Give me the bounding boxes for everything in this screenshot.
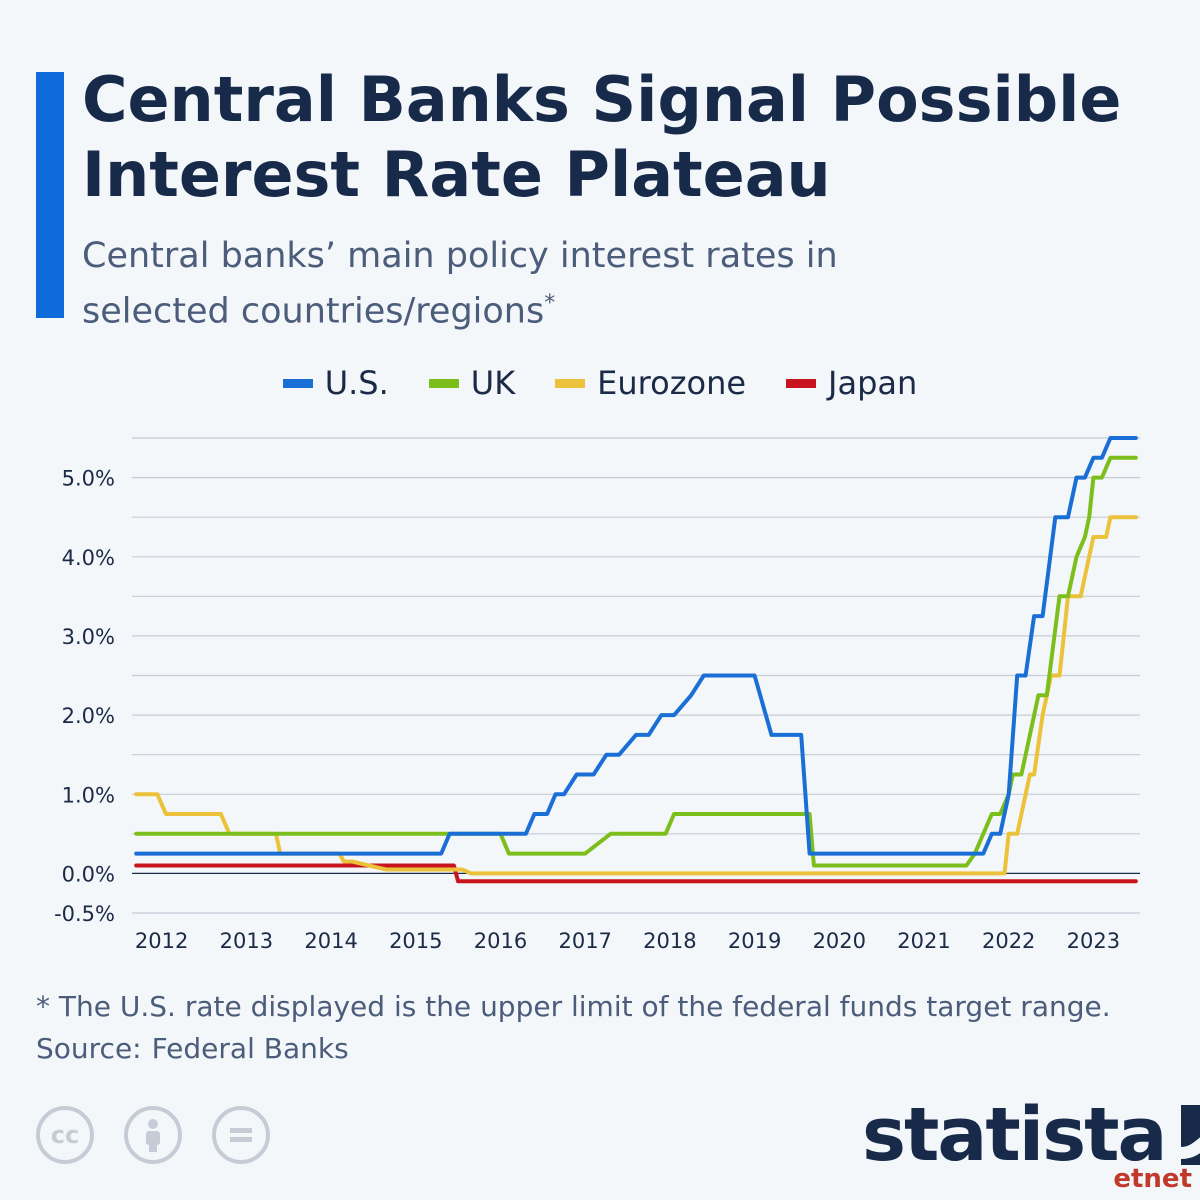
footnote: * The U.S. rate displayed is the upper l… [36, 990, 1111, 1023]
title-accent-bar [36, 72, 64, 318]
y-tick-label: 2.0% [62, 704, 115, 728]
legend-swatch-japan [786, 378, 817, 388]
x-tick-label: 2019 [728, 929, 781, 953]
legend-swatch-eurozone [555, 378, 586, 388]
chart-legend: U.S. UK Eurozone Japan [0, 360, 1200, 406]
etnet-watermark: etnet [1113, 1164, 1192, 1194]
x-tick-label: 2014 [304, 929, 357, 953]
x-tick-label: 2021 [897, 929, 950, 953]
legend-swatch-uk [428, 378, 459, 388]
license-icons: cc [36, 1106, 300, 1164]
legend-item-japan: Japan [786, 364, 917, 402]
source-value: Federal Banks [151, 1032, 349, 1065]
attribution-icon[interactable] [124, 1106, 182, 1164]
series-line-eurozone [134, 515, 1138, 876]
series-line-uk [134, 455, 1138, 868]
x-tick-label: 2015 [389, 929, 442, 953]
legend-label-us: U.S. [324, 364, 389, 402]
series-line-japan [134, 863, 1138, 884]
source-label: Source: [36, 1032, 142, 1065]
x-tick-label: 2013 [220, 929, 273, 953]
y-tick-label: 4.0% [62, 546, 115, 570]
legend-label-uk: UK [470, 364, 516, 402]
series-line-us [134, 436, 1138, 856]
x-tick-label: 2012 [135, 929, 188, 953]
legend-item-uk: UK [428, 364, 516, 402]
statista-mark-icon [1181, 1105, 1200, 1165]
legend-label-japan: Japan [828, 364, 918, 402]
y-tick-label: 5.0% [62, 467, 115, 491]
y-tick-label: -0.5% [54, 902, 115, 926]
source-line: Source: Federal Banks [36, 1032, 349, 1065]
x-tick-label: 2023 [1067, 929, 1120, 953]
legend-swatch-us [282, 378, 313, 388]
legend-item-us: U.S. [282, 364, 389, 402]
x-tick-label: 2016 [474, 929, 527, 953]
y-tick-label: 0.0% [62, 862, 115, 886]
legend-item-eurozone: Eurozone [555, 364, 746, 402]
subtitle-text: Central banks’ main policy interest rate… [82, 236, 838, 332]
x-tick-label: 2022 [982, 929, 1035, 953]
legend-label-eurozone: Eurozone [597, 364, 747, 402]
x-tick-label: 2020 [813, 929, 866, 953]
chart-subtitle: Central banks’ main policy interest rate… [82, 232, 902, 336]
no-derivatives-icon[interactable] [212, 1106, 270, 1164]
creative-commons-icon[interactable]: cc [36, 1106, 94, 1164]
x-tick-label: 2018 [643, 929, 696, 953]
brand-name: statista [862, 1092, 1167, 1178]
statista-logo[interactable]: statista [862, 1092, 1200, 1178]
subtitle-footnote-mark: * [544, 291, 556, 316]
x-tick-label: 2017 [558, 929, 611, 953]
interest-rate-chart: 5.0% 4.0% 3.0% 2.0% 1.0% 0.0% -0.5% 2012 2013 201… [54, 436, 1140, 953]
y-tick-label: 3.0% [62, 625, 115, 649]
chart-title: Central Banks Signal Possible Interest R… [82, 63, 1122, 211]
y-tick-label: 1.0% [62, 783, 115, 807]
